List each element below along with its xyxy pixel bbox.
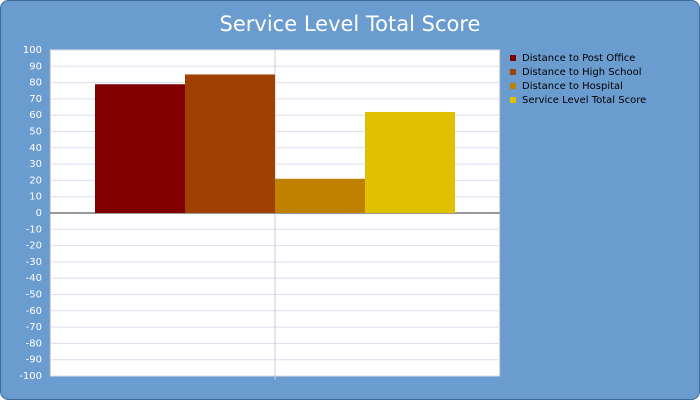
legend-swatch <box>510 97 516 103</box>
y-tick-label: 80 <box>29 78 42 89</box>
legend-label: Service Level Total Score <box>522 95 646 106</box>
y-tick-label: 100 <box>23 45 42 56</box>
y-tick-label: -30 <box>26 257 42 268</box>
y-tick-label: -20 <box>26 241 42 252</box>
y-tick-label: -10 <box>26 224 42 235</box>
y-tick-label: -60 <box>26 306 42 317</box>
bar <box>365 111 455 213</box>
legend-label: Distance to High School <box>522 67 641 78</box>
y-tick-label: 10 <box>29 192 42 203</box>
y-tick-label: -50 <box>26 290 42 301</box>
bar <box>185 74 275 213</box>
legend-swatch <box>510 83 516 89</box>
chart-title: Service Level Total Score <box>220 12 481 36</box>
y-tick-label: 50 <box>29 127 42 138</box>
y-tick-label: -100 <box>19 371 42 382</box>
y-tick-label: -80 <box>26 338 42 349</box>
y-tick-label: -40 <box>26 273 42 284</box>
legend-label: Distance to Post Office <box>522 53 635 64</box>
y-tick-label: 70 <box>29 94 42 105</box>
y-tick-label: 0 <box>36 208 42 219</box>
y-tick-label: 20 <box>29 175 42 186</box>
bar <box>275 178 365 213</box>
legend-swatch <box>510 55 516 61</box>
y-tick-label: 40 <box>29 143 42 154</box>
y-tick-label: 30 <box>29 159 42 170</box>
y-tick-label: 60 <box>29 110 42 121</box>
bar <box>95 84 185 213</box>
y-tick-label: 90 <box>29 61 42 72</box>
legend-label: Distance to Hospital <box>522 81 623 92</box>
y-tick-label: -70 <box>26 322 42 333</box>
y-tick-label: -90 <box>26 355 42 366</box>
legend-swatch <box>510 69 516 75</box>
